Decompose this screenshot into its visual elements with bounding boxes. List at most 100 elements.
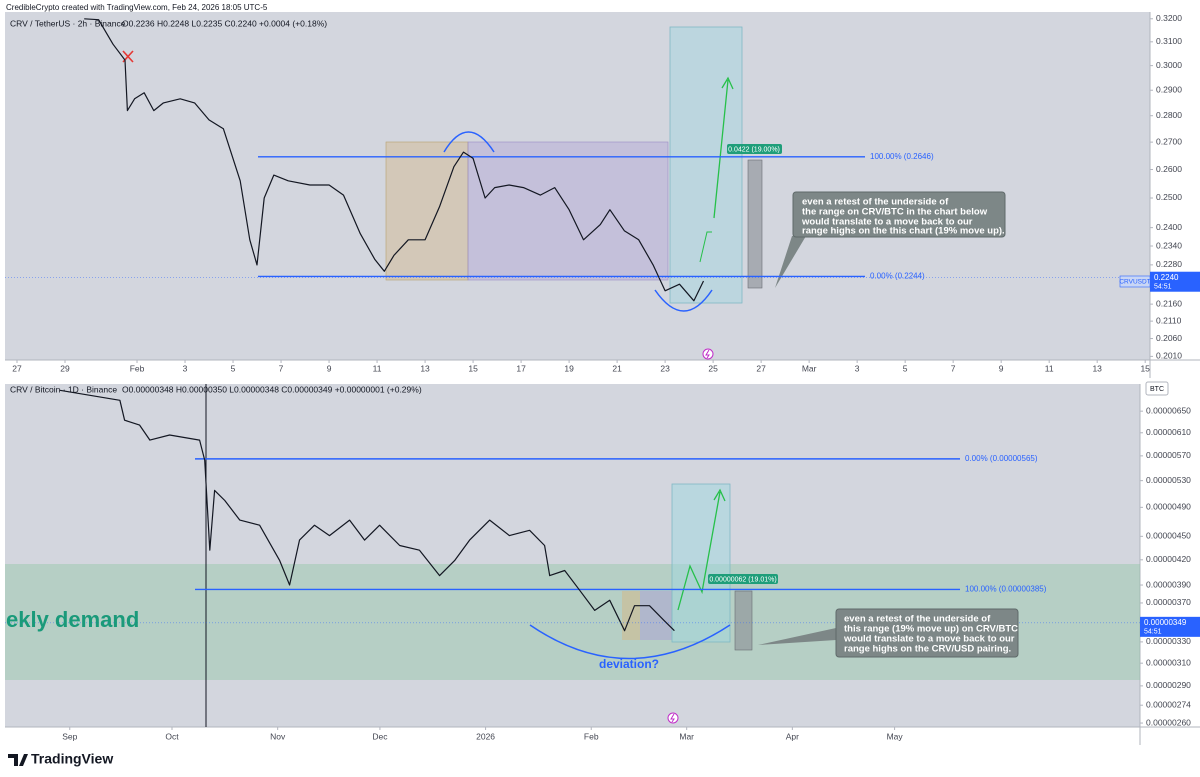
- y-tick-label: 0.00000420: [1146, 554, 1191, 564]
- countdown: 54:51: [1144, 629, 1162, 636]
- plot-background: [5, 12, 1150, 360]
- y-tick-label: 0.2340: [1156, 240, 1182, 250]
- range-box: [640, 591, 672, 640]
- callout-text: this range (19% move up) on CRV/BTC: [844, 624, 1018, 635]
- x-tick-label: 5: [903, 363, 908, 373]
- symbol-tag-bg: [1119, 275, 1151, 288]
- x-tick-label: 11: [373, 363, 382, 373]
- x-tick-label: Apr: [786, 731, 799, 741]
- y-tick-label: 0.2700: [1156, 136, 1182, 146]
- event-icon: [702, 348, 714, 360]
- x-tick-label: 27: [12, 363, 22, 373]
- target-box: [671, 483, 731, 643]
- x-tick-label: 7: [279, 363, 284, 373]
- range-box: [385, 141, 469, 281]
- currency-tag-bg: [1145, 381, 1169, 396]
- price-line: [84, 18, 705, 302]
- y-tick-label: 0.00000610: [1146, 427, 1191, 437]
- y-tick-label: 0.2060: [1156, 333, 1182, 343]
- y-tick-label: 0.2600: [1156, 164, 1182, 174]
- ohlc: O0.2236 H0.2248 L0.2235 C0.2240 +0.0004 …: [122, 18, 327, 28]
- x-tick-label: 5: [231, 363, 236, 373]
- x-tick-label: 25: [708, 363, 718, 373]
- symbol-tag: CRVUSDT: [1119, 279, 1150, 286]
- x-tick-label: Mar: [679, 731, 694, 741]
- x-tick-label: Oct: [165, 731, 179, 741]
- range-box: [467, 141, 669, 281]
- y-tick-label: 0.2280: [1156, 259, 1182, 269]
- x-tick-label: 21: [612, 363, 622, 373]
- callout-text: even a retest of the underside of: [844, 614, 991, 625]
- x-tick-label: 23: [660, 363, 670, 373]
- projection-arrow: [677, 488, 726, 611]
- y-tick-label: 0.00000390: [1146, 579, 1191, 589]
- measure-box: [747, 159, 763, 289]
- y-tick-label: 0.00000450: [1146, 531, 1191, 541]
- attribution: CredibleCrypto created with TradingView.…: [6, 3, 268, 12]
- level-label: 100.00% (0.00000385): [965, 585, 1047, 594]
- callout-box: [792, 191, 1006, 238]
- x-tick-label: 7: [951, 363, 956, 373]
- target-box: [669, 26, 743, 304]
- y-tick-label: 0.00000290: [1146, 680, 1191, 690]
- event-icon: [667, 712, 679, 724]
- x-tick-label: 19: [564, 363, 574, 373]
- x-tick-label: 29: [60, 363, 70, 373]
- y-tick-label: 0.00000570: [1146, 450, 1191, 460]
- x-tick-label: Feb: [584, 731, 599, 741]
- x-tick-label: 13: [420, 363, 430, 373]
- callout-box: [835, 608, 1019, 658]
- y-tick-label: 0.00000274: [1146, 699, 1191, 709]
- ohlc: O0.00000348 H0.00000350 L0.00000348 C0.0…: [122, 384, 422, 394]
- callout-text: range highs on the this chart (19% move …: [802, 226, 1005, 237]
- price-line: [59, 389, 675, 632]
- plot-background: [5, 384, 1140, 727]
- brand-name: TradingView: [31, 751, 113, 767]
- x-tick-label: 3: [183, 363, 188, 373]
- y-tick-label: 0.00000310: [1146, 657, 1191, 667]
- callout-text: even a retest of the underside of: [802, 197, 949, 208]
- zone-label: ekly demand: [6, 607, 139, 632]
- level-label: 100.00% (0.2646): [870, 152, 934, 161]
- level-label: 0.00% (0.2244): [870, 272, 925, 281]
- last-price-label: 0.00000349: [1144, 618, 1187, 627]
- countdown: 54:51: [1154, 284, 1172, 291]
- brand-logo: [8, 754, 28, 766]
- x-tick-label: May: [887, 731, 904, 741]
- x-tick-label: Sep: [62, 731, 77, 741]
- y-tick-label: 0.00000490: [1146, 502, 1191, 512]
- projection-arrow: [713, 76, 734, 219]
- level-label: 0.00% (0.00000565): [965, 454, 1038, 463]
- event-icon: [705, 349, 710, 359]
- x-tick-label: 15: [1140, 363, 1150, 373]
- last-price-tag: [1150, 271, 1200, 292]
- x-tick-label: 9: [999, 363, 1004, 373]
- symbol-title: CRV / Bitcoin · 1D · Binance: [10, 384, 117, 394]
- top-arc: [443, 131, 495, 153]
- y-tick-label: 0.3100: [1156, 36, 1182, 46]
- y-tick-label: 0.2110: [1156, 315, 1182, 325]
- x-tick-label: 27: [756, 363, 766, 373]
- event-icon: [670, 713, 675, 723]
- projection-label-bg: [727, 144, 782, 154]
- x-tick-label: 17: [516, 363, 526, 373]
- y-tick-label: 0.00000260: [1146, 717, 1191, 727]
- y-tick-label: 0.00000370: [1146, 597, 1191, 607]
- callout-pointer: [775, 236, 806, 288]
- callout-pointer: [758, 628, 836, 645]
- projection-label-bg: [708, 574, 778, 584]
- x-tick-label: Feb: [130, 363, 145, 373]
- last-price-label: 0.2240: [1154, 273, 1179, 282]
- x-tick-label: 2026: [476, 731, 495, 741]
- y-tick-label: 0.2010: [1156, 351, 1182, 361]
- callout-text: would translate to a move back to our: [843, 634, 1015, 645]
- projection-label: 0.00000062 (19.01%): [709, 576, 776, 583]
- x-tick-label: Nov: [270, 731, 286, 741]
- y-tick-label: 0.2900: [1156, 84, 1182, 94]
- projection-arrow: [699, 231, 712, 263]
- x-tick-label: Mar: [802, 363, 817, 373]
- callout-text: would translate to a move back to our: [801, 217, 973, 228]
- y-tick-label: 0.00000530: [1146, 475, 1191, 485]
- callout-text: the range on CRV/BTC in the chart below: [802, 207, 988, 218]
